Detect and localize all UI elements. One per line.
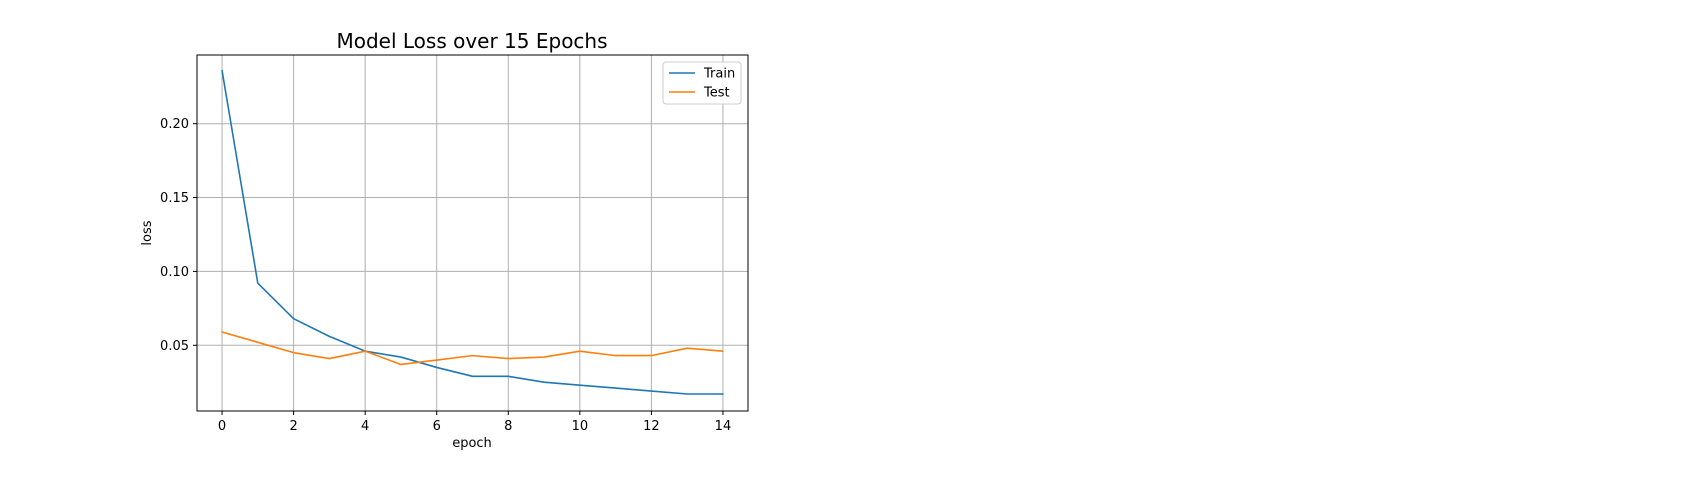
series-line-test xyxy=(221,331,724,366)
y-axis-label: loss xyxy=(140,220,155,245)
legend: Train Test xyxy=(662,61,742,105)
x-tick-label: 0 xyxy=(218,419,226,434)
chart-title: Model Loss over 15 Epochs xyxy=(336,29,607,53)
x-tick-label: 2 xyxy=(289,419,297,434)
x-tick-label: 12 xyxy=(643,419,660,434)
x-tick-label: 6 xyxy=(433,419,441,434)
y-tick-label: 0.10 xyxy=(160,265,189,280)
series-line-train xyxy=(221,69,724,395)
y-axis-ticks: 0.05 0.10 0.15 0.20 xyxy=(160,117,197,354)
y-tick-label: 0.20 xyxy=(160,117,189,132)
legend-label-train: Train xyxy=(703,67,735,82)
x-tick-label: 10 xyxy=(572,419,589,434)
plot-area-frame xyxy=(196,54,749,412)
x-axis-ticks: 0 2 4 6 8 10 12 14 xyxy=(218,411,731,434)
y-tick-label: 0.15 xyxy=(160,191,189,206)
x-tick-label: 14 xyxy=(715,419,732,434)
series-lines xyxy=(221,69,724,395)
y-tick-label: 0.05 xyxy=(160,339,189,354)
x-tick-label: 4 xyxy=(361,419,369,434)
legend-label-test: Test xyxy=(703,86,730,101)
grid xyxy=(197,55,748,411)
x-axis-label: epoch xyxy=(452,436,492,451)
x-tick-label: 8 xyxy=(504,419,512,434)
